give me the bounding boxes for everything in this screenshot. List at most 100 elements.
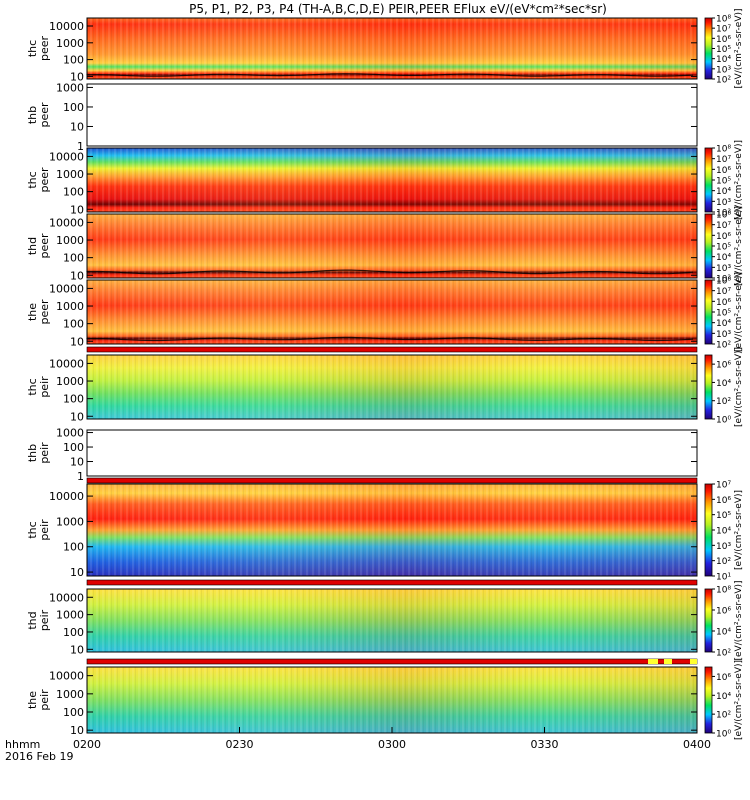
y-tick-label: 100 — [63, 252, 84, 265]
x-tick-label: 0330 — [531, 738, 559, 751]
panel-thc_peir: 10 100 1000 10000 thc peir 10¹ 10² 10³ 10⁴ 10⁵ 10⁶ 1… — [26, 481, 744, 583]
y-axis-label-product: peir — [38, 442, 51, 464]
y-tick-label: 10 — [70, 269, 84, 282]
mode-flag-bar-thd-peir — [86, 658, 698, 665]
spectrogram-texture — [87, 280, 697, 344]
y-tick-label: 10 — [70, 335, 84, 348]
colorbar-tick-label: 10⁵ — [716, 45, 731, 55]
colorbar-tick-label: 10³ — [716, 264, 731, 274]
y-axis-label-probe: thb — [26, 106, 39, 124]
panel-frame — [86, 147, 698, 213]
y-tick-label: 10 — [70, 70, 84, 83]
colorbar-tick-label: 10⁶ — [716, 607, 731, 617]
colorbar-label: [eV/(cm²-s-sr-eV)] — [734, 580, 744, 660]
y-tick-label: 10 — [70, 456, 84, 469]
panel-frame — [86, 354, 698, 420]
colorbar-tick-label: 10⁷ — [716, 481, 731, 491]
colorbar-tick-label: 10⁶ — [716, 361, 731, 371]
y-axis-label-product: peer — [38, 299, 51, 325]
y-axis-label-probe: thb — [26, 444, 39, 462]
mode-flag-bar-thb-peir — [86, 477, 698, 484]
y-tick-label: 1 — [77, 140, 84, 153]
spectrogram-texture — [87, 667, 697, 733]
colorbar — [704, 279, 713, 345]
y-tick-label: 10000 — [49, 216, 84, 229]
x-tick-label: 0230 — [226, 738, 254, 751]
colorbar-tick-label: 10³ — [716, 330, 731, 340]
colorbar — [704, 354, 713, 420]
colorbar-label: [eV/(cm²-s-sr-eV)] — [734, 490, 744, 570]
y-tick-label: 1000 — [56, 688, 84, 701]
panel-frame — [86, 483, 698, 577]
colorbar-tick-label: 10⁴ — [716, 319, 731, 329]
y-tick-label: 10 — [70, 643, 84, 656]
y-axis-label-probe: thd — [26, 611, 39, 629]
colorbar-tick-label: 10⁷ — [716, 25, 731, 35]
colorbar-tick-label: 10⁴ — [716, 692, 731, 702]
y-axis-label-probe: thd — [26, 237, 39, 255]
colorbar-tick-label: 10⁶ — [716, 298, 731, 308]
y-tick-label: 10000 — [49, 357, 84, 370]
y-axis-label-product: peer — [38, 36, 51, 62]
y-tick-label: 10000 — [49, 282, 84, 295]
panel-frame — [86, 213, 698, 279]
y-axis-label-probe: the — [26, 691, 39, 709]
y-tick-label: 100 — [63, 541, 84, 554]
y-axis-label-product: peer — [38, 102, 51, 128]
y-tick-label: 1000 — [56, 81, 84, 94]
mode-flag-bar-thd-peir-segment — [648, 659, 658, 664]
colorbar — [704, 147, 713, 213]
y-axis-label-product: peir — [38, 376, 51, 398]
x-tick-label: 0200 — [73, 738, 101, 751]
y-tick-label: 100 — [63, 441, 84, 454]
mode-flag-bar-thd-peir-segment — [690, 659, 697, 664]
y-tick-label: 1000 — [56, 375, 84, 388]
colorbar-tick-label: 10⁴ — [716, 253, 731, 263]
panel-thc_peir_top: 10 100 1000 10000 thc peir 10⁰ 10² 10⁴ 10⁶ [eV/(cm… — [26, 347, 744, 427]
colorbar-label: [eV/(cm²-s-sr-eV)] — [734, 8, 744, 88]
colorbar-tick-label: 10⁵ — [716, 177, 731, 187]
y-tick-label: 100 — [63, 186, 84, 199]
y-tick-label: 1000 — [56, 37, 84, 50]
panel-frame — [86, 17, 698, 80]
colorbar-tick-label: 10² — [716, 275, 731, 285]
colorbar-tick-label: 10⁴ — [716, 628, 731, 638]
y-tick-label: 100 — [63, 318, 84, 331]
colorbar — [704, 588, 713, 653]
colorbar-tick-label: 10³ — [716, 198, 731, 208]
colorbar-tick-label: 10⁶ — [716, 166, 731, 176]
spacecraft-potential-line-thc — [86, 73, 694, 77]
panel-frame — [86, 83, 698, 147]
mode-flag-bar-thc-peir — [86, 579, 698, 586]
y-tick-label: 100 — [63, 54, 84, 67]
spacecraft-potential-line-thd — [86, 269, 694, 275]
y-tick-label: 100 — [63, 626, 84, 639]
colorbar-tick-label: 10² — [716, 711, 731, 721]
y-axis-label-probe: thc — [26, 521, 39, 538]
colorbar-tick-label: 10⁴ — [716, 379, 731, 389]
y-tick-label: 10 — [70, 203, 84, 216]
colorbar — [704, 666, 713, 734]
panel-thc_peer_top: 10 100 1000 10000 thc peer 10²10³10⁴10⁵10⁶10⁷1… — [26, 8, 744, 88]
panel-thb_peer: 1 10 100 1000 thb peer — [26, 81, 698, 153]
colorbar-tick-label: 10⁷ — [716, 287, 731, 297]
panel-frame — [86, 588, 698, 653]
y-axis-label-product: peer — [38, 167, 51, 193]
y-axis-label-probe: the — [26, 303, 39, 321]
y-axis-label-probe: thc — [26, 40, 39, 57]
colorbar-tick-label: 10⁴ — [716, 55, 731, 65]
colorbar-label: [eV/(cm²-s-sr-eV)] — [734, 272, 744, 352]
colorbar-tick-label: 10⁶ — [716, 35, 731, 45]
colorbar-tick-label: 10⁶ — [716, 232, 731, 242]
y-tick-label: 10 — [70, 724, 84, 737]
y-tick-label: 1000 — [56, 168, 84, 181]
colorbar-label: [eV/(cm²-s-sr-eV)] — [734, 140, 744, 220]
colorbar-tick-label: 10⁶ — [716, 496, 731, 506]
spectrogram-texture — [87, 214, 697, 278]
empty-plot-area — [87, 84, 697, 146]
colorbar-tick-label: 10¹ — [716, 573, 731, 583]
